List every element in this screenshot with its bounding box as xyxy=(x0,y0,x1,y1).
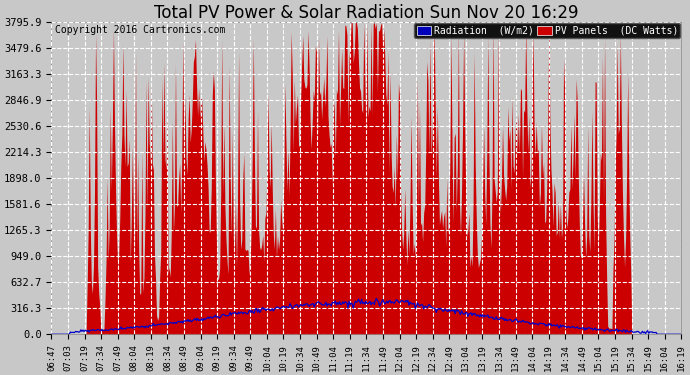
Title: Total PV Power & Solar Radiation Sun Nov 20 16:29: Total PV Power & Solar Radiation Sun Nov… xyxy=(154,4,579,22)
Legend: Radiation  (W/m2), PV Panels  (DC Watts): Radiation (W/m2), PV Panels (DC Watts) xyxy=(414,23,680,38)
Text: Copyright 2016 Cartronics.com: Copyright 2016 Cartronics.com xyxy=(55,26,225,36)
